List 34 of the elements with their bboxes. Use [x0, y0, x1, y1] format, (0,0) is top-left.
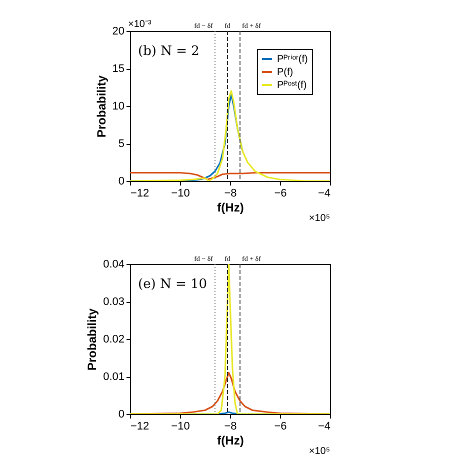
x-tick-label: −8: [224, 420, 237, 432]
legend-label: Pᴾʳⁱᵒʳ(f): [277, 54, 308, 65]
x-tick-label: −12: [130, 420, 150, 432]
x-tick-label: −10: [171, 420, 190, 432]
y-tick-label: 20: [112, 26, 124, 38]
x-tick-label: −8: [224, 188, 237, 200]
y-tick-label: 5: [118, 138, 124, 150]
y-tick-label: 0.02: [103, 334, 124, 346]
line-series: [130, 90, 330, 181]
y-tick-label: 15: [112, 63, 124, 75]
x-tick-label: −4: [318, 420, 330, 432]
text: ×10⁵: [308, 213, 330, 224]
x-tick-label: −6: [274, 188, 287, 200]
legend-label: P(f): [277, 67, 294, 78]
x-axis-title: f(Hz): [217, 200, 244, 214]
y-axis-title: Probability: [85, 308, 100, 371]
y-tick-label: 0.04: [103, 258, 124, 270]
text: ×10⁻³: [128, 19, 152, 30]
x-axis-title: f(Hz): [217, 434, 244, 448]
y-tick-label: 0.01: [103, 371, 124, 383]
y-tick-label: 0: [118, 176, 124, 188]
y-tick-label: 0: [118, 408, 124, 420]
text: ×10⁵: [308, 446, 330, 457]
y-tick-label: 10: [112, 100, 124, 112]
x-tick-label: −6: [274, 420, 287, 432]
annotation: (e) N = 10: [138, 277, 208, 292]
annotation: (b) N = 2: [138, 44, 200, 59]
legend-label: Pᴾᵒˢᵗ(f): [277, 80, 307, 91]
x-tick-label: −10: [171, 188, 190, 200]
x-tick-label: −4: [318, 188, 330, 200]
y-tick-label: 0.03: [103, 296, 124, 308]
y-axis-title: Probability: [94, 75, 108, 138]
x-tick-label: −12: [130, 188, 150, 200]
line-series: [130, 172, 330, 180]
